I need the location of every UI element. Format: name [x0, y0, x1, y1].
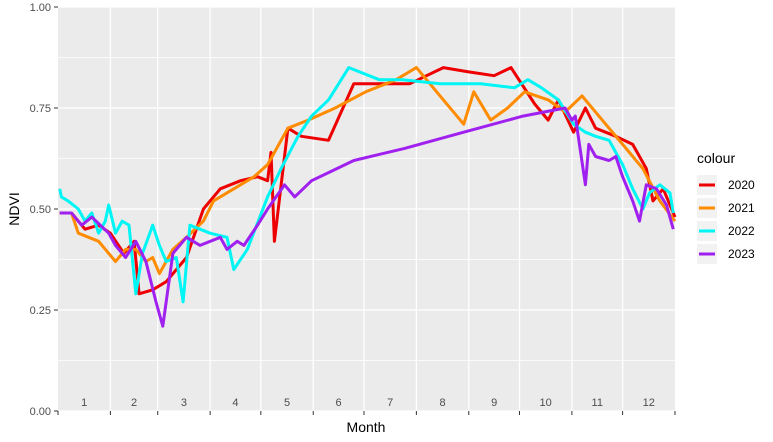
- month-label: 4: [232, 397, 238, 409]
- series-lines: [58, 66, 677, 328]
- legend-label-2021: 2021: [728, 201, 755, 215]
- month-label: 1: [81, 397, 87, 409]
- y-axis-title: NDVI: [6, 192, 22, 225]
- x-axis: [57, 411, 676, 415]
- month-label: 11: [592, 397, 603, 409]
- y-tick-label: 0.75: [30, 103, 51, 115]
- month-label: 7: [387, 397, 393, 409]
- y-tick-label: 0.00: [30, 406, 51, 418]
- month-label: 2: [131, 397, 137, 409]
- legend-label-2020: 2020: [728, 178, 755, 192]
- month-label: 12: [643, 397, 655, 409]
- legend: colour 2020 2021 2022 2023: [697, 150, 755, 264]
- legend-label-2022: 2022: [728, 224, 755, 238]
- month-label: 9: [491, 397, 497, 409]
- legend-label-2023: 2023: [728, 247, 755, 261]
- month-label: 10: [540, 397, 552, 409]
- month-label: 6: [336, 397, 342, 409]
- y-tick-label: 0.25: [30, 305, 51, 317]
- month-label: 8: [440, 397, 446, 409]
- month-label: 3: [181, 397, 187, 409]
- series-line-2023: [59, 106, 675, 328]
- month-labels: 1 2 3 4 5 6 7 8 9 10 11 12: [81, 397, 655, 409]
- x-axis-title: Month: [347, 419, 386, 435]
- y-tick-label: 0.50: [30, 204, 51, 216]
- y-axis: 0.00 0.25 0.50 0.75 1.00: [30, 2, 58, 418]
- series-line-2022: [58, 66, 675, 304]
- y-tick-label: 1.00: [30, 2, 51, 14]
- month-label: 5: [284, 397, 290, 409]
- legend-title: colour: [697, 150, 735, 166]
